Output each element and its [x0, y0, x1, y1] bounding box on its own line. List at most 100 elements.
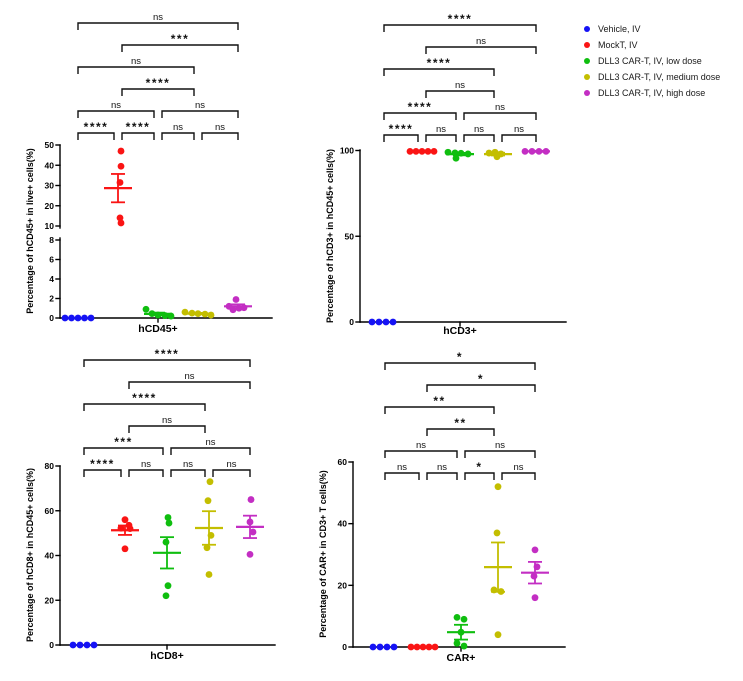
data-point: [204, 497, 212, 505]
sig-label: ****: [408, 100, 433, 114]
sig-label: ***: [171, 32, 190, 46]
y-tick-label: 20: [45, 201, 55, 211]
y-tick-label: 60: [45, 506, 55, 516]
data-point: [247, 496, 255, 503]
legend-label: Vehicle, IV: [598, 24, 641, 34]
sig-label: ns: [476, 36, 486, 47]
y-tick-label: 8: [49, 235, 54, 245]
data-point: [368, 318, 376, 326]
sig-label: *: [476, 460, 482, 474]
legend-marker-icon: [584, 90, 590, 96]
y-axis-label: Percentage of CAR+ in CD3+ T cells(%): [318, 470, 328, 638]
sig-label: ****: [427, 56, 452, 70]
legend-item: DLL3 CAR-T, IV, low dose: [584, 53, 720, 69]
data-point: [117, 162, 125, 170]
data-point: [164, 582, 172, 590]
sig-bracket: [121, 44, 239, 52]
data-point: [464, 150, 472, 158]
data-point: [431, 643, 439, 651]
y-tick-label: 40: [45, 551, 55, 561]
sig-label: **: [454, 416, 466, 430]
data-point: [69, 641, 77, 649]
sig-label: *: [457, 350, 463, 364]
panel-hCD45: 0 2 4 6 8 10 20 30 40 50 hCD45+ Percentage of hCD45…: [25, 12, 273, 335]
data-point: [116, 214, 124, 222]
sig-bracket: [425, 90, 495, 98]
panel-CAR: 0 20 40 60 CAR+ Percentage of CAR+ in CD3+ T …: [318, 350, 566, 664]
data-point: [117, 524, 125, 532]
data-point: [407, 643, 415, 651]
category-label: CAR+: [447, 652, 476, 664]
y-tick-label: 40: [338, 519, 348, 529]
category-label: hCD3+: [443, 325, 477, 337]
data-point: [76, 641, 84, 649]
data-point: [181, 308, 189, 316]
data-point: [451, 149, 459, 157]
sig-bracket: [384, 450, 458, 458]
sig-label: ns: [513, 462, 523, 473]
data-point: [205, 571, 213, 578]
legend-marker-icon: [584, 26, 590, 32]
sig-bracket: [384, 362, 536, 370]
sig-bracket: [83, 469, 122, 477]
data-point: [521, 147, 529, 155]
data-point: [87, 314, 95, 322]
data-point: [494, 483, 502, 491]
sig-bracket: [464, 450, 536, 458]
data-point: [412, 147, 420, 155]
legend-item: MockT, IV: [584, 37, 720, 53]
y-tick-label: 60: [338, 457, 348, 467]
data-point: [68, 314, 75, 322]
data-point: [165, 519, 173, 527]
sig-bracket: [77, 110, 155, 118]
sig-bracket: [463, 134, 495, 142]
sig-bracket: [77, 22, 239, 30]
sig-bracket: [83, 447, 164, 455]
legend-item: DLL3 CAR-T, IV, medium dose: [584, 69, 720, 85]
data-point: [452, 154, 460, 162]
data-point: [369, 643, 377, 651]
data-point: [533, 563, 541, 571]
sig-bracket: [83, 359, 251, 367]
sig-label: ***: [114, 435, 133, 449]
sig-label: ****: [126, 120, 151, 134]
y-tick-label: 40: [45, 160, 55, 170]
data-point: [249, 528, 257, 536]
sig-label: ns: [455, 80, 465, 91]
data-point: [207, 531, 215, 539]
panel-hCD8: 0 20 40 60 80 hCD8+ Percentage of hCD8+ in hCD…: [25, 347, 276, 662]
sig-label: ns: [184, 371, 194, 382]
legend-label: DLL3 CAR-T, IV, low dose: [598, 56, 702, 66]
sig-label: ****: [155, 347, 180, 361]
sig-label: ns: [173, 122, 183, 133]
sig-label: ns: [205, 437, 215, 448]
sig-bracket: [426, 428, 495, 436]
sig-label: *: [478, 372, 484, 386]
data-point: [542, 147, 550, 155]
data-point: [246, 550, 254, 558]
panel-hCD3: 0 50 100 hCD3+ Percentage of hCD3+ in hCD45+…: [325, 12, 567, 337]
data-point: [229, 306, 237, 314]
y-tick-label: 4: [49, 274, 54, 284]
sig-bracket: [383, 68, 495, 76]
data-point: [90, 641, 98, 649]
y-tick-label: 50: [345, 231, 355, 241]
sig-label: ns: [226, 459, 236, 470]
data-point: [161, 312, 169, 319]
sig-bracket: [463, 112, 537, 120]
data-point: [61, 314, 69, 322]
sig-bracket: [212, 469, 251, 477]
data-point: [232, 296, 240, 303]
sig-bracket: [128, 381, 251, 389]
sig-bracket: [201, 132, 239, 140]
data-point: [493, 153, 501, 161]
data-point: [201, 310, 209, 318]
sig-label: ****: [90, 457, 115, 471]
legend-label: MockT, IV: [598, 40, 638, 50]
data-point: [406, 147, 414, 155]
data-point: [531, 546, 539, 554]
data-point: [162, 592, 170, 600]
legend-marker-icon: [584, 74, 590, 80]
data-point: [531, 594, 539, 602]
